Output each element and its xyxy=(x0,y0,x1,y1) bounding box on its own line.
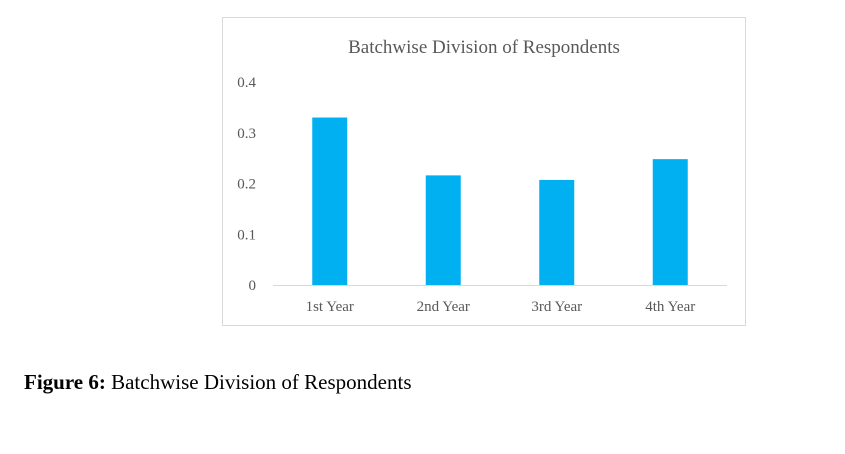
bar-1st-year xyxy=(312,117,348,286)
bars xyxy=(312,117,688,286)
figure-label: Figure 6: xyxy=(24,370,106,394)
y-tick-label: 0 xyxy=(249,278,257,294)
bar-2nd-year xyxy=(425,175,461,285)
y-tick-label: 0.2 xyxy=(237,177,256,193)
chart-title: Batchwise Division of Respondents xyxy=(348,37,620,58)
bar-3rd-year xyxy=(539,179,575,285)
y-axis-ticks: 0 0.1 0.2 0.3 0.4 xyxy=(237,75,256,294)
y-tick-label: 0.4 xyxy=(237,75,256,91)
x-tick-label: 3rd Year xyxy=(531,299,582,315)
y-tick-label: 0.3 xyxy=(237,126,256,142)
x-tick-label: 4th Year xyxy=(645,299,695,315)
figure-caption: Figure 6: Batchwise Division of Responde… xyxy=(24,370,412,395)
figure-caption-text: Batchwise Division of Respondents xyxy=(105,370,412,394)
x-axis-ticks: 1st Year 2nd Year 3rd Year 4th Year xyxy=(306,299,696,315)
y-tick-label: 0.1 xyxy=(237,227,256,243)
x-tick-label: 1st Year xyxy=(306,299,354,315)
x-tick-label: 2nd Year xyxy=(417,299,470,315)
bar-4th-year xyxy=(652,159,688,285)
